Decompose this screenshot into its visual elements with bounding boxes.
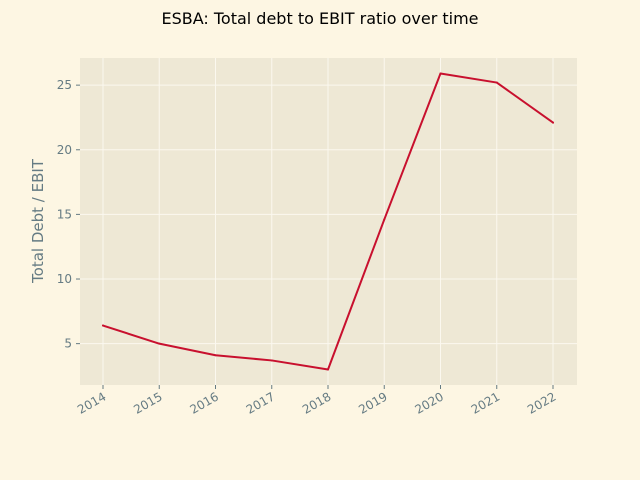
chart-title: ESBA: Total debt to EBIT ratio over time [161, 9, 478, 28]
data-point [552, 121, 554, 124]
data-point [270, 359, 273, 362]
data-point [158, 342, 161, 345]
data-point [439, 72, 442, 75]
series-layer [102, 72, 554, 371]
y-tick-label: 10 [57, 272, 72, 286]
grid [80, 58, 577, 385]
y-axis: 5 10 15 20 25 [57, 78, 80, 351]
data-point [383, 218, 386, 221]
y-tick-label: 20 [57, 143, 72, 157]
data-point [214, 354, 217, 357]
y-axis-label: Total Debt / EBIT [29, 158, 47, 284]
data-point [495, 81, 498, 84]
y-tick-label: 25 [57, 78, 72, 92]
y-tick-label: 15 [57, 207, 72, 221]
y-tick-label: 5 [64, 337, 72, 351]
data-point [102, 324, 104, 327]
data-point [327, 368, 329, 371]
